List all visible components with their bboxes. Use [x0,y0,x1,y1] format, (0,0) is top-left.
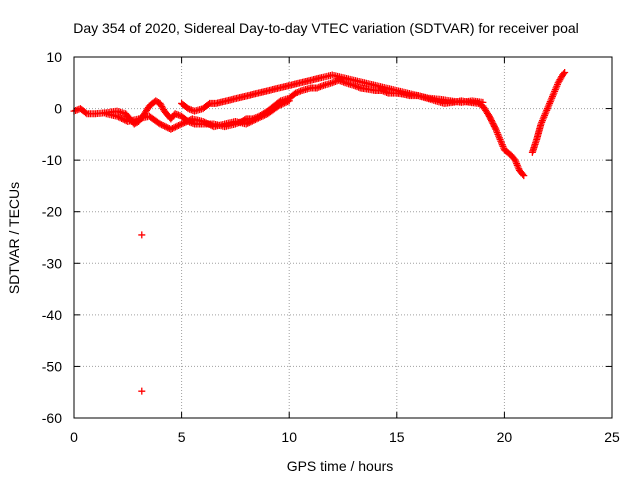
lower-track-point [278,101,286,109]
lower-track-point [119,115,127,123]
lower-track-point [281,99,289,107]
x-tick-label: 15 [389,429,405,445]
lower-track-point [168,124,176,132]
y-tick-label: 10 [46,49,62,65]
lower-track-point [113,112,121,120]
lower-track-point [201,118,209,126]
lower-track-point [274,102,282,110]
main-track-point [491,124,499,132]
main-track-point [520,172,528,180]
lower-track-point [121,116,129,124]
plot-frame [73,56,613,419]
y-tick-label: -30 [42,255,62,271]
lower-track-point [254,114,262,122]
lower-track-point [171,123,179,131]
upper-track-point [479,98,487,106]
lower-track-point [199,117,207,125]
lower-track-point [184,117,192,125]
lower-track-point [158,121,166,129]
lower-track-point [248,117,256,125]
lower-track-point [207,121,215,129]
lower-track-point [173,122,181,130]
lower-track-point [258,113,266,121]
lower-track-point [202,119,210,127]
outliers-point [138,231,146,239]
lower-track-point [179,119,187,127]
lower-track-point [247,118,255,126]
x-tick-label: 25 [604,429,620,445]
grid [73,56,613,419]
lower-track-point [276,101,284,109]
lower-track-point [285,97,293,105]
y-tick-label: -10 [42,152,62,168]
lower-track-point [167,125,175,133]
lower-track-point [204,120,212,128]
lower-track-point [159,122,167,130]
y-tick-label: -50 [42,358,62,374]
lower-track-point [279,100,287,108]
lower-track-point [284,98,292,106]
chart-title: Day 354 of 2020, Sidereal Day-to-day VTE… [73,20,579,36]
y-axis-label: SDTVAR / TECUs [6,182,22,294]
lower-track-point [161,122,169,130]
lower-track-point [245,119,253,127]
lower-track-point [185,116,193,124]
main-track-point [82,109,90,117]
y-tick-label: -20 [42,204,62,220]
x-tick-label: 0 [70,429,78,445]
recovery-point [561,68,569,76]
lower-track-point [253,115,261,123]
lower-track-point [116,114,124,122]
lower-track-point [175,122,183,130]
lower-track-point [259,112,267,120]
lower-track-point [156,120,164,128]
x-tick-label: 20 [497,429,513,445]
lower-track-point [170,124,178,132]
x-tick-labels: 0 5 10 15 20 25 [70,429,620,445]
main-track-point [519,170,527,178]
y-tick-label: 0 [54,101,62,117]
lower-track-point [162,123,170,131]
x-tick-label: 10 [281,429,297,445]
lower-track-point [176,121,184,129]
lower-track-point [115,113,123,121]
x-tick-label: 5 [178,429,186,445]
lower-track-point [182,118,190,126]
x-axis-label: GPS time / hours [287,458,394,474]
lower-track-point [118,115,126,123]
lower-track-point [261,111,269,119]
y-tick-label: -60 [42,410,62,426]
recovery-point [560,70,568,78]
lower-track-point [250,116,258,124]
lower-track-point [242,120,250,128]
lower-track-point [164,124,172,132]
lower-track-point [178,120,186,128]
y-tick-label: -40 [42,307,62,323]
lower-track-point [282,98,290,106]
outliers-point [138,387,146,395]
lower-track-point [251,116,259,124]
lower-track-point [181,119,189,127]
lower-track-point [244,119,252,127]
y-tick-labels: -60 -50 -40 -30 -20 -10 0 10 [42,49,62,426]
data-points [70,68,569,395]
lower-track-point [256,113,264,121]
lower-track-point [205,120,213,128]
